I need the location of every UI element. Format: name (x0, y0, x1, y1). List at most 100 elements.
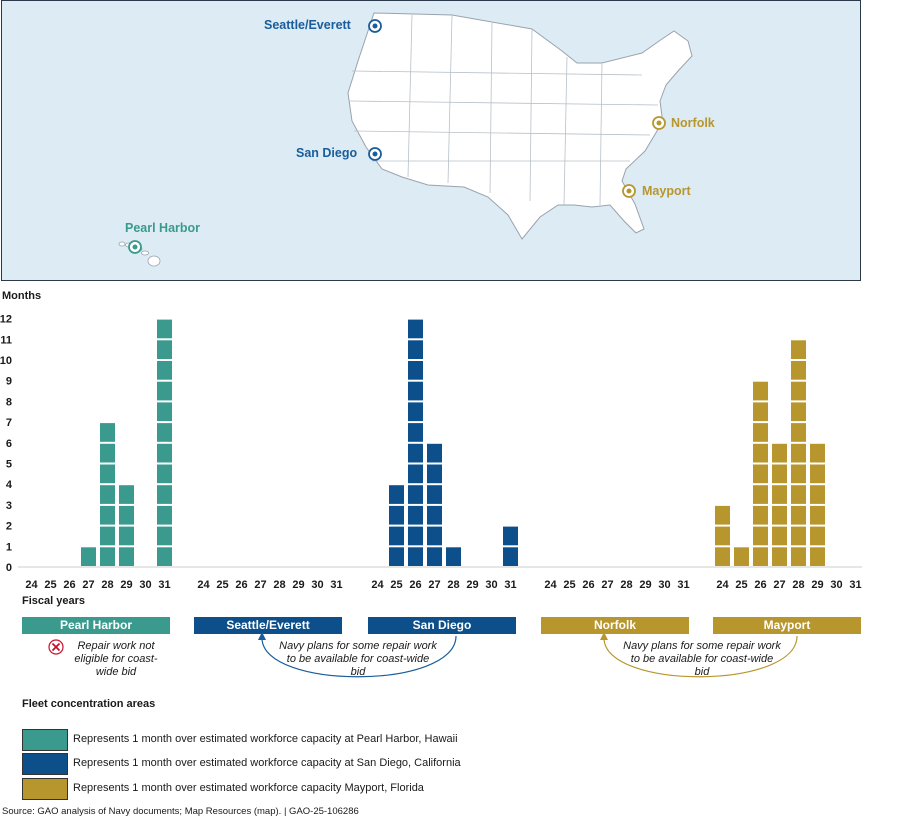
x-tick-label: 27 (428, 579, 440, 591)
bar-segment (503, 526, 518, 546)
bar-segment (157, 381, 172, 401)
x-tick-label: 25 (44, 579, 56, 591)
bar-segment (772, 464, 787, 484)
x-axis-title: Fiscal years (22, 595, 85, 607)
region-label-san-diego: San Diego (368, 617, 516, 634)
bar-segment (427, 505, 442, 525)
y-axis-title: Months (2, 290, 42, 302)
x-tick-label: 29 (811, 579, 823, 591)
note-pearl-harbor: Repair work not eligible for coast-wide … (74, 640, 158, 678)
bar-segment (753, 547, 768, 566)
y-tick-label: 3 (6, 500, 12, 512)
bar-segment (389, 547, 404, 566)
us-map (118, 12, 693, 267)
y-tick-label: 4 (6, 479, 13, 491)
x-tick-label: 29 (639, 579, 651, 591)
bar-segment (157, 505, 172, 525)
y-tick-label: 6 (6, 438, 12, 450)
y-tick-label: 2 (6, 521, 12, 533)
norfolk-marker-icon (652, 116, 666, 130)
y-tick-label: 9 (6, 376, 12, 388)
bar-segment (753, 485, 768, 504)
x-tick-label: 24 (371, 579, 384, 591)
x-tick-label: 26 (754, 579, 766, 591)
bar-segment (791, 340, 806, 359)
bar-segment (408, 464, 423, 484)
bar-segment (772, 547, 787, 566)
bar-segment (408, 423, 423, 442)
bar-segment (715, 547, 730, 566)
site-label-seattle: Seattle/Everett (264, 18, 351, 32)
x-tick-label: 30 (311, 579, 323, 591)
west-arrowhead-icon (258, 632, 266, 640)
bar-segment (810, 485, 825, 504)
bar-segment (100, 464, 115, 484)
bar-segment (810, 505, 825, 525)
annotation-arrows (48, 632, 798, 678)
seattle-marker-icon (368, 19, 382, 33)
y-tick-label: 12 (0, 314, 12, 326)
bar-segment (810, 464, 825, 484)
legend-title: Fleet concentration areas (22, 698, 156, 710)
bar-segment (810, 547, 825, 566)
x-tick-label: 31 (504, 579, 516, 591)
site-label-pearl-harbor: Pearl Harbor (125, 221, 201, 235)
bar-segment (791, 505, 806, 525)
legend-text-pearl-harbor: Represents 1 month over estimated workfo… (73, 733, 458, 745)
y-tick-label: 5 (6, 459, 12, 471)
bar-segment (427, 526, 442, 546)
x-tick-label: 28 (273, 579, 285, 591)
bar-segment (408, 526, 423, 546)
bar-segment (119, 526, 134, 546)
bar-segment (100, 547, 115, 566)
bar-segment (791, 485, 806, 504)
bar-segment (408, 505, 423, 525)
legend-text-mayport: Represents 1 month over estimated workfo… (73, 782, 424, 794)
x-tick-label: 24 (25, 579, 38, 591)
bar-segment (791, 381, 806, 401)
y-tick-label: 7 (6, 417, 12, 429)
region-label-seattle: Seattle/Everett (194, 617, 342, 634)
bar-segment (503, 547, 518, 566)
x-tick-label: 27 (254, 579, 266, 591)
x-tick-label: 26 (63, 579, 75, 591)
x-tick-label: 29 (466, 579, 478, 591)
x-tick-label: 30 (485, 579, 497, 591)
bar-segment (791, 547, 806, 566)
bar-segment (753, 505, 768, 525)
bar-segment (100, 505, 115, 525)
x-tick-label: 24 (197, 579, 210, 591)
x-tick-label: 28 (620, 579, 632, 591)
bar-segment (791, 443, 806, 463)
bar-segment (791, 361, 806, 380)
x-tick-label: 31 (677, 579, 689, 591)
x-tick-label: 27 (601, 579, 613, 591)
bar-segment (100, 423, 115, 442)
bar-segment (157, 526, 172, 546)
west-arrow (261, 635, 457, 678)
bar-segment (119, 547, 134, 566)
bar-segment (810, 526, 825, 546)
not-eligible-icon (48, 639, 64, 655)
bar-segment (81, 547, 96, 566)
bar-segment (791, 464, 806, 484)
bar-segment (427, 547, 442, 566)
x-tick-label: 30 (658, 579, 670, 591)
region-label-norfolk: Norfolk (541, 617, 689, 634)
bar-segment (715, 505, 730, 525)
x-tick-label: 31 (330, 579, 342, 591)
san-diego-marker-icon (368, 147, 382, 161)
x-tick-label: 25 (735, 579, 747, 591)
bar-segment (408, 443, 423, 463)
x-tick-label: 28 (101, 579, 113, 591)
map-panel: Seattle/Everett San Diego Pearl Harbor N… (1, 0, 861, 281)
x-tick-label: 27 (773, 579, 785, 591)
bar-segment (389, 485, 404, 504)
bar-segment (408, 340, 423, 359)
x-tick-label: 25 (216, 579, 228, 591)
bar-segment (408, 361, 423, 380)
x-tick-label: 29 (292, 579, 304, 591)
y-tick-label: 8 (6, 396, 12, 408)
bar-segment (753, 443, 768, 463)
